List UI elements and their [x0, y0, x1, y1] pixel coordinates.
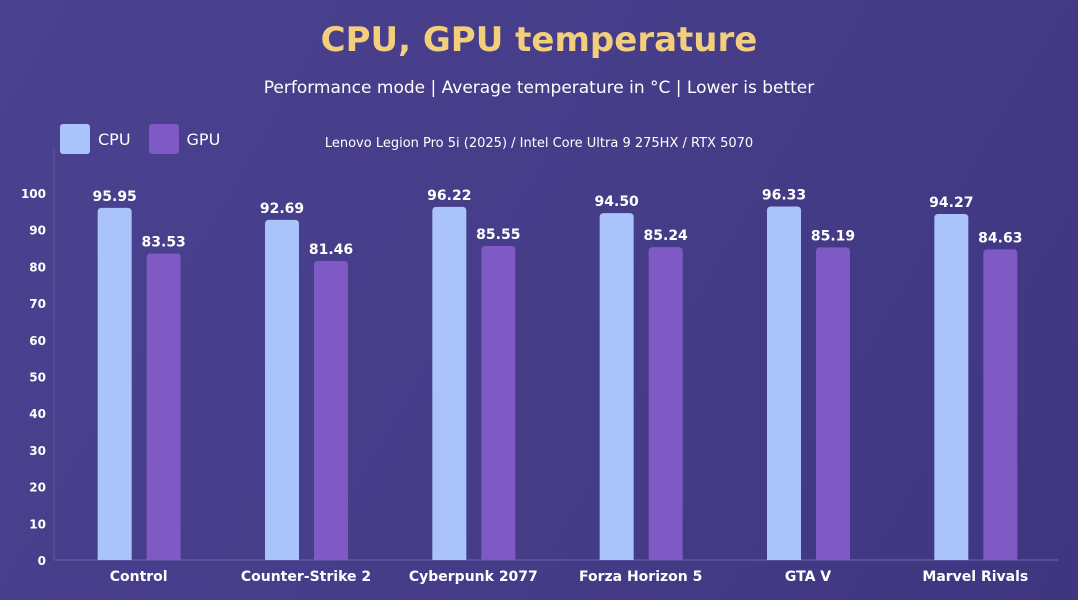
- bar-cpu: [599, 213, 634, 560]
- data-label: 96.33: [762, 187, 806, 203]
- data-label: 95.95: [93, 189, 137, 205]
- legend: CPU GPU: [60, 124, 220, 154]
- data-label: 85.19: [811, 228, 855, 244]
- legend-swatch-cpu: [60, 124, 90, 154]
- bar-gpu: [481, 246, 516, 560]
- bar-cpu: [265, 219, 299, 560]
- x-tick-label: Marvel Rivals: [922, 569, 1028, 585]
- chart-subtitle: Performance mode | Average temperature i…: [263, 78, 815, 98]
- data-label: 85.55: [476, 227, 520, 243]
- y-tick-label: 90: [29, 224, 46, 238]
- bar-gpu: [648, 247, 683, 561]
- x-tick-label: Control: [110, 569, 168, 585]
- legend-label-cpu: CPU: [98, 129, 131, 149]
- legend-label-gpu: GPU: [186, 129, 221, 149]
- data-label: 96.22: [427, 188, 471, 204]
- x-tick-label: Forza Horizon 5: [579, 569, 702, 585]
- bar-cpu: [432, 206, 467, 560]
- bar-gpu: [816, 247, 850, 560]
- bar-cpu: [97, 207, 132, 560]
- data-label: 94.50: [595, 194, 640, 210]
- y-tick-label: 100: [21, 187, 46, 201]
- y-tick-label: 0: [38, 554, 46, 568]
- bar-gpu: [983, 249, 1018, 560]
- data-label: 92.69: [260, 201, 304, 217]
- bar-cpu: [934, 214, 969, 560]
- y-tick-label: 40: [29, 407, 46, 421]
- data-label: 84.63: [978, 230, 1022, 246]
- chart-title: CPU, GPU temperature: [320, 20, 758, 60]
- legend-swatch-gpu: [148, 124, 179, 154]
- y-tick-label: 60: [29, 334, 46, 348]
- y-tick-label: 70: [29, 297, 46, 311]
- x-tick-label: GTA V: [785, 569, 831, 585]
- data-label: 81.46: [309, 242, 353, 258]
- data-label: 85.24: [644, 228, 689, 244]
- y-tick-label: 10: [29, 517, 46, 531]
- data-label: 83.53: [142, 234, 186, 250]
- bar-gpu: [146, 253, 181, 561]
- y-tick-label: 80: [29, 260, 46, 274]
- x-tick-label: Cyberpunk 2077: [409, 569, 538, 585]
- y-tick-label: 50: [29, 371, 46, 385]
- device-note: Lenovo Legion Pro 5i (2025) / Intel Core…: [324, 136, 754, 151]
- y-tick-label: 30: [29, 444, 46, 458]
- y-tick-label: 20: [29, 481, 46, 495]
- bar-gpu: [314, 261, 348, 560]
- x-tick-label: Counter-Strike 2: [241, 569, 371, 585]
- bar-cpu: [767, 206, 801, 560]
- data-label: 94.27: [929, 195, 973, 211]
